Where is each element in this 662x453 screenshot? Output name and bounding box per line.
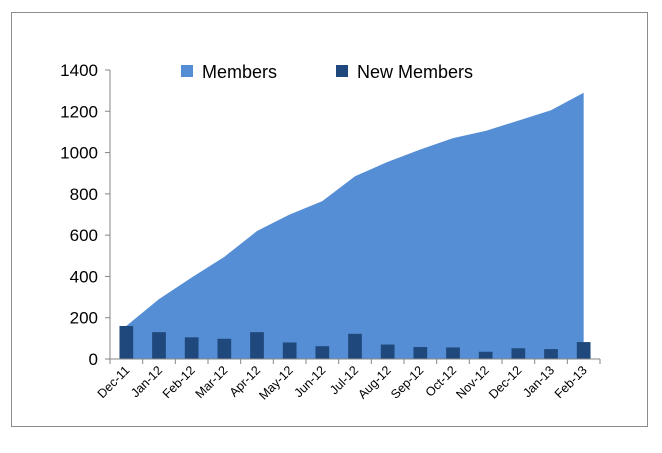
- legend-label-new-members: New Members: [357, 62, 473, 82]
- x-axis: Dec-11Jan-12Feb-12Mar-12Apr-12May-12Jun-…: [95, 358, 601, 403]
- y-tick-label: 800: [70, 185, 98, 204]
- new-members-bar: [152, 332, 166, 359]
- legend-swatch-members: [181, 65, 193, 77]
- x-tick-label: Jan-12: [128, 363, 165, 400]
- x-tick-label: Feb-13: [552, 363, 590, 401]
- new-members-bar: [511, 348, 526, 359]
- plot-area: [119, 92, 591, 359]
- y-tick-label: 400: [70, 267, 98, 286]
- legend-swatch-new-members: [336, 65, 348, 77]
- new-members-bar: [119, 325, 134, 359]
- new-members-bar: [380, 344, 395, 359]
- members-area: [126, 92, 584, 359]
- y-tick-label: 1200: [60, 102, 98, 121]
- new-members-bar: [348, 333, 362, 359]
- new-members-bar: [217, 338, 232, 359]
- new-members-bar: [576, 342, 591, 359]
- new-members-bar: [184, 337, 199, 359]
- new-members-bar: [282, 342, 297, 359]
- x-tick-label: Oct-12: [423, 363, 459, 399]
- new-members-bar: [446, 347, 460, 359]
- y-tick-label: 1400: [60, 61, 98, 80]
- x-tick-label: Aug-12: [355, 363, 393, 401]
- new-members-bar: [544, 349, 558, 359]
- new-members-bar: [478, 351, 493, 359]
- x-tick-label: Dec-12: [486, 363, 524, 401]
- x-tick-label: Mar-12: [193, 363, 231, 401]
- x-tick-label: Dec-11: [95, 363, 133, 401]
- new-members-bar: [413, 347, 428, 359]
- x-tick-label: May-12: [256, 363, 295, 402]
- x-tick-label: Sep-12: [388, 363, 426, 401]
- legend-label-members: Members: [202, 62, 277, 82]
- new-members-bar: [315, 346, 330, 359]
- x-tick-label: Nov-12: [453, 363, 491, 401]
- x-tick-label: Feb-12: [160, 363, 198, 401]
- y-tick-label: 600: [70, 226, 98, 245]
- y-axis: 0 200 400 600 800 1000 1200 1400: [60, 61, 111, 369]
- y-tick-label: 0: [89, 350, 98, 369]
- x-tick-label: Jun-12: [292, 363, 329, 400]
- x-tick-label: Jan-13: [520, 363, 557, 400]
- new-members-bar: [250, 332, 264, 359]
- y-tick-label: 1000: [60, 144, 98, 163]
- legend: Members New Members: [181, 62, 473, 82]
- y-tick-label: 200: [70, 309, 98, 328]
